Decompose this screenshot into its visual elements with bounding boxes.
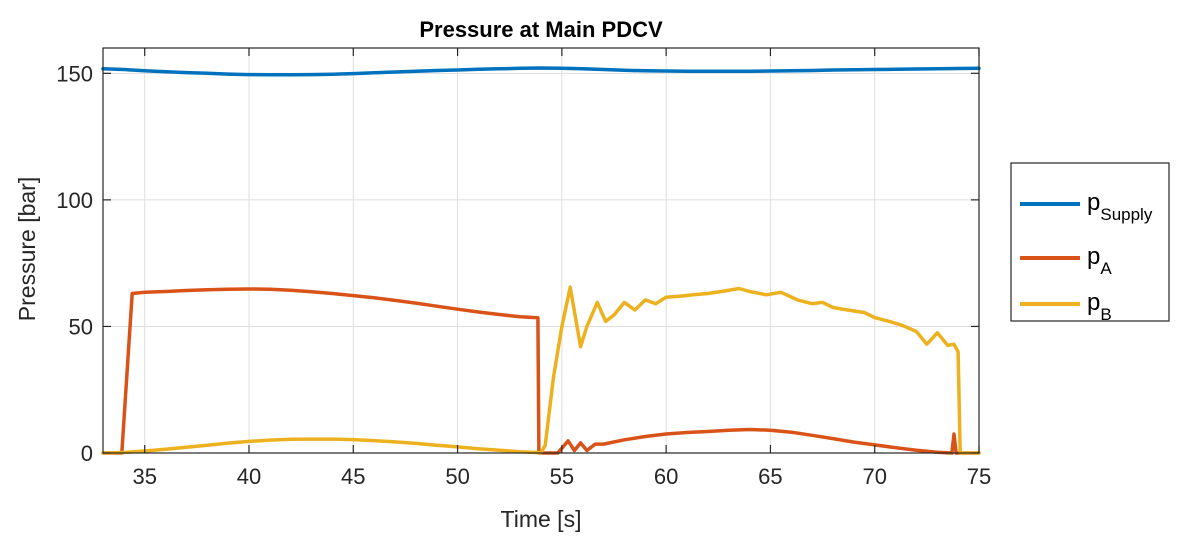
series-line-b bbox=[101, 285, 981, 455]
legend-label-supply: pSupply bbox=[1087, 189, 1153, 224]
chart-title: Pressure at Main PDCV bbox=[419, 17, 663, 42]
y-tick-label: 0 bbox=[81, 441, 93, 466]
x-axis-label: Time [s] bbox=[501, 506, 582, 532]
x-tick-label: 40 bbox=[237, 464, 261, 489]
x-tick-label: 50 bbox=[445, 464, 469, 489]
plot-area: 35 40 45 50 55 60 65 70 75 0 50 100 150 bbox=[56, 47, 991, 489]
x-tick-label: 65 bbox=[758, 464, 782, 489]
x-tick-label: 45 bbox=[341, 464, 365, 489]
legend-label-a: pA bbox=[1087, 243, 1112, 278]
y-tick-label: 100 bbox=[56, 188, 93, 213]
x-tick-label: 70 bbox=[862, 464, 886, 489]
x-tick-label: 75 bbox=[967, 464, 991, 489]
legend-label-b: pB bbox=[1087, 289, 1112, 324]
y-tick-label: 150 bbox=[56, 61, 93, 86]
y-tick-label: 50 bbox=[69, 314, 93, 339]
axes-box bbox=[102, 47, 980, 454]
x-tick-label: 55 bbox=[550, 464, 574, 489]
series-line-supply bbox=[101, 66, 981, 77]
legend: pSupply pA pB bbox=[1010, 162, 1170, 324]
y-axis-label: Pressure [bar] bbox=[14, 177, 40, 321]
x-tick-label: 35 bbox=[132, 464, 156, 489]
x-tick-label: 60 bbox=[654, 464, 678, 489]
series-line-a bbox=[101, 287, 981, 455]
legend-box bbox=[1010, 162, 1170, 322]
